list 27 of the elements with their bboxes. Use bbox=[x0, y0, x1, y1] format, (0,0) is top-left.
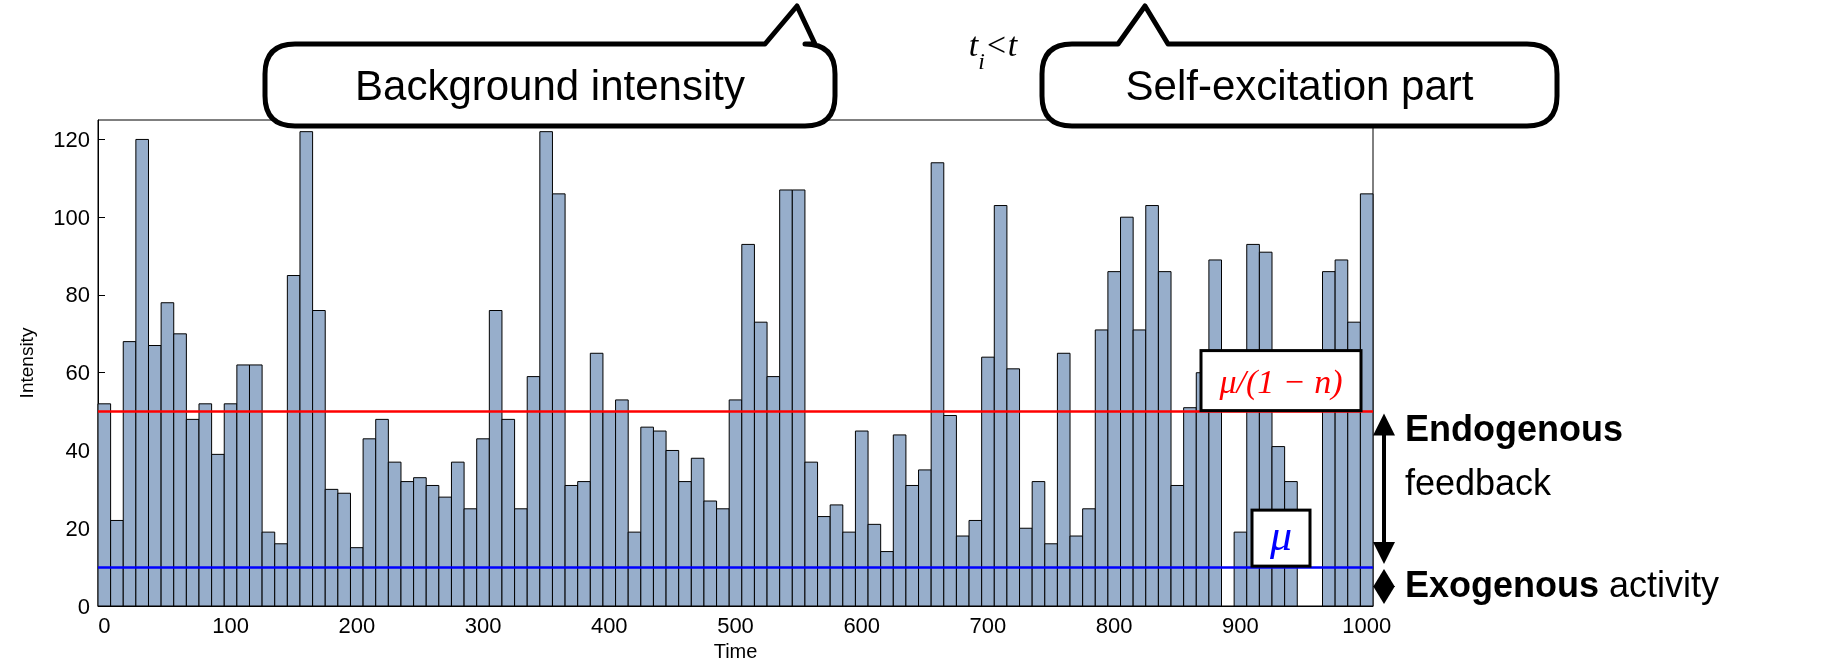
y-tick-label: 60 bbox=[65, 360, 90, 386]
x-tick-label: 300 bbox=[464, 612, 502, 638]
y-tick-label: 0 bbox=[77, 593, 90, 619]
x-tick-label: 200 bbox=[338, 612, 376, 638]
x-tick-label: 800 bbox=[1095, 612, 1133, 638]
text: Exogenous activity bbox=[1405, 564, 1720, 605]
ref-line-label: μ bbox=[1268, 511, 1293, 561]
y-tick-label: 40 bbox=[65, 437, 90, 463]
x-tick-label: 900 bbox=[1222, 612, 1259, 638]
x-tick-label: 600 bbox=[843, 612, 881, 638]
x-tick-label: 400 bbox=[590, 612, 628, 638]
y-tick-label: 80 bbox=[65, 282, 90, 308]
ref-line-label: μ/(1 − n) bbox=[1218, 362, 1343, 401]
x-tick-label: 500 bbox=[717, 612, 754, 638]
y-tick-label: 100 bbox=[53, 204, 90, 230]
text: t$_{i}$<t bbox=[968, 26, 1019, 74]
text: Endogenous feedback bbox=[1405, 408, 1623, 503]
x-tick-label: 100 bbox=[212, 612, 249, 638]
y-tick-label: 120 bbox=[53, 126, 90, 152]
x-tick-label: 700 bbox=[969, 612, 1007, 638]
text: Background intensity bbox=[355, 62, 745, 109]
x-tick-label: 0 bbox=[98, 612, 111, 638]
text: Self-excitation part bbox=[1125, 62, 1474, 109]
x-tick-label: 1000 bbox=[1342, 612, 1392, 638]
x-axis-title: Time bbox=[713, 639, 758, 662]
y-tick-label: 20 bbox=[65, 515, 90, 541]
y-axis-title: Intensity bbox=[16, 327, 37, 399]
